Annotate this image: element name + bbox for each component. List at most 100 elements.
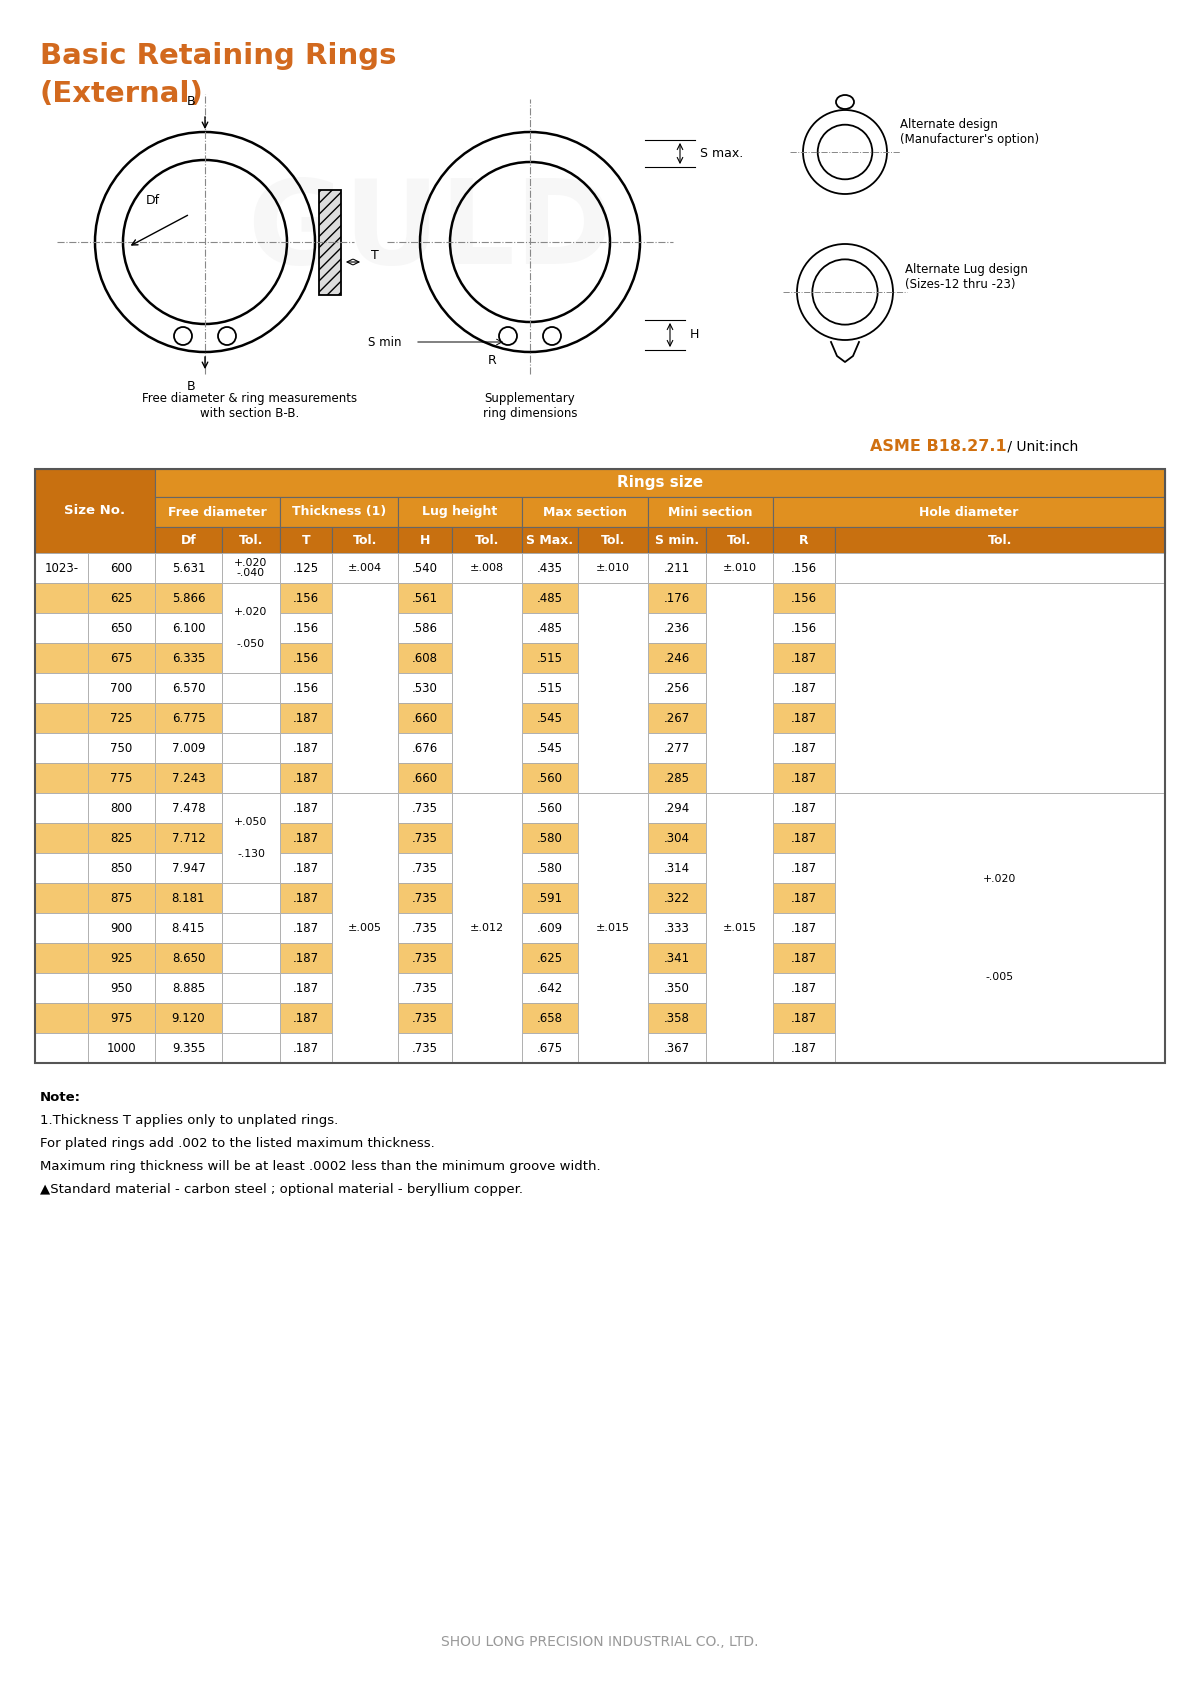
Bar (835, 553, 1165, 584)
Text: 975: 975 (110, 1011, 133, 1025)
Bar (452, 854, 522, 882)
Text: .660: .660 (412, 772, 438, 784)
Bar (280, 913, 332, 944)
Text: .187: .187 (293, 1011, 319, 1025)
Bar (35, 882, 88, 913)
Bar (398, 792, 452, 823)
Text: 7.712: 7.712 (172, 832, 205, 845)
Text: .735: .735 (412, 891, 438, 905)
Bar (88, 553, 155, 584)
Bar (773, 613, 835, 643)
Text: S min: S min (368, 336, 402, 348)
Bar (155, 1003, 222, 1033)
Text: .735: .735 (412, 1042, 438, 1054)
Bar (398, 497, 522, 528)
Text: .187: .187 (293, 981, 319, 994)
Text: .580: .580 (538, 862, 563, 874)
Bar (835, 823, 1165, 854)
Bar (835, 792, 1165, 1062)
Text: Basic Retaining Rings: Basic Retaining Rings (40, 42, 396, 70)
Bar (88, 882, 155, 913)
Text: 1023-: 1023- (44, 562, 78, 575)
Text: 5.631: 5.631 (172, 562, 205, 575)
Text: 8.415: 8.415 (172, 921, 205, 935)
Bar (332, 733, 398, 764)
Text: .187: .187 (791, 711, 817, 725)
Bar (35, 764, 88, 792)
Bar (280, 643, 332, 674)
Text: .560: .560 (538, 801, 563, 815)
Bar (88, 674, 155, 703)
Text: 1.Thickness T applies only to unplated rings.: 1.Thickness T applies only to unplated r… (40, 1113, 338, 1127)
Text: +.020: +.020 (234, 558, 268, 567)
Text: .333: .333 (664, 921, 690, 935)
Bar (773, 553, 835, 584)
Bar (155, 643, 222, 674)
Bar (648, 823, 706, 854)
Bar (648, 643, 706, 674)
Bar (280, 613, 332, 643)
Bar (578, 613, 648, 643)
Bar (398, 972, 452, 1003)
Bar (648, 553, 706, 584)
Bar (522, 1003, 578, 1033)
Text: ±.010: ±.010 (722, 563, 756, 574)
Text: .485: .485 (538, 621, 563, 635)
Bar (578, 584, 648, 792)
Bar (222, 882, 280, 913)
Text: -.130: -.130 (238, 848, 265, 859)
Text: 650: 650 (110, 621, 133, 635)
Bar (155, 553, 222, 584)
Bar (578, 553, 648, 584)
Bar (332, 792, 398, 823)
Text: .735: .735 (412, 981, 438, 994)
Text: Maximum ring thickness will be at least .0002 less than the minimum groove width: Maximum ring thickness will be at least … (40, 1161, 601, 1173)
Bar (332, 553, 398, 584)
Bar (222, 913, 280, 944)
Text: .515: .515 (538, 682, 563, 694)
Bar (706, 882, 773, 913)
Bar (398, 553, 452, 584)
Bar (648, 733, 706, 764)
Text: 6.570: 6.570 (172, 682, 205, 694)
Bar (773, 497, 1165, 528)
Bar (332, 972, 398, 1003)
Bar (88, 764, 155, 792)
Bar (332, 553, 398, 584)
Bar (332, 584, 398, 613)
Bar (452, 882, 522, 913)
Text: H: H (420, 533, 430, 546)
Bar (522, 972, 578, 1003)
Bar (35, 944, 88, 972)
Bar (522, 584, 578, 613)
Bar (452, 553, 522, 584)
Bar (648, 944, 706, 972)
Bar (835, 1003, 1165, 1033)
Bar (706, 1033, 773, 1062)
Bar (648, 1033, 706, 1062)
Bar (332, 913, 398, 944)
Bar (222, 733, 280, 764)
Bar (522, 643, 578, 674)
Bar (835, 792, 1165, 823)
Text: 800: 800 (110, 801, 132, 815)
Bar (35, 972, 88, 1003)
Bar (706, 674, 773, 703)
Text: ASME B18.27.1: ASME B18.27.1 (870, 440, 1007, 455)
Bar (398, 643, 452, 674)
Text: .187: .187 (293, 891, 319, 905)
Text: Tol.: Tol. (988, 533, 1012, 546)
Text: S Max.: S Max. (527, 533, 574, 546)
Bar (398, 1033, 452, 1062)
Text: T: T (371, 249, 379, 261)
Text: Alternate Lug design
(Sizes-12 thru -23): Alternate Lug design (Sizes-12 thru -23) (905, 263, 1028, 290)
Text: .642: .642 (536, 981, 563, 994)
Bar (88, 823, 155, 854)
Text: Size No.: Size No. (65, 504, 126, 518)
Bar (835, 1033, 1165, 1062)
Text: +.020: +.020 (983, 874, 1016, 884)
Text: SHOU LONG PRECISION INDUSTRIAL CO., LTD.: SHOU LONG PRECISION INDUSTRIAL CO., LTD. (442, 1634, 758, 1649)
Text: 7.947: 7.947 (172, 862, 205, 874)
Bar (222, 674, 280, 703)
Text: Supplementary
ring dimensions: Supplementary ring dimensions (482, 392, 577, 419)
